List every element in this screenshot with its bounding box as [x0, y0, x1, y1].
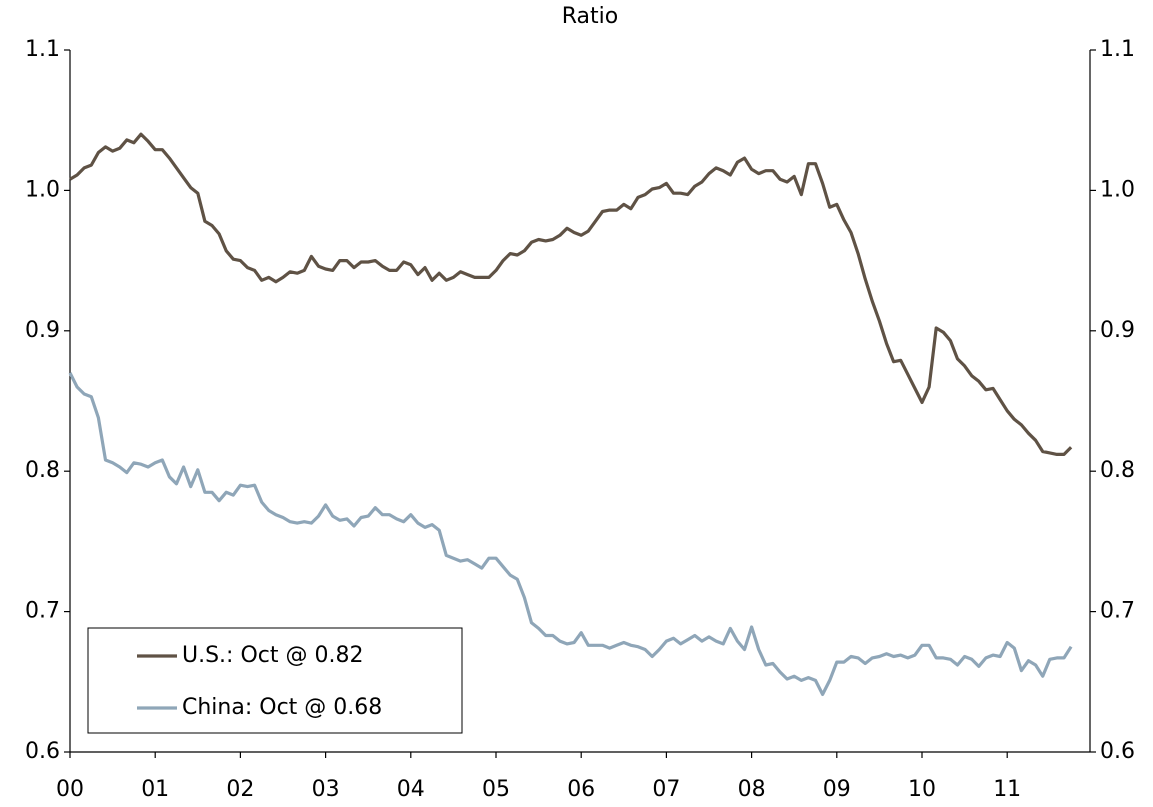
x-tick-label: 11	[993, 777, 1021, 802]
legend-box	[87, 627, 463, 734]
y2-tick-label: 1.0	[1100, 177, 1135, 202]
x-tick-label: 08	[738, 777, 766, 802]
x-tick-label: 09	[823, 777, 851, 802]
x-tick-label: 02	[226, 777, 254, 802]
line-series	[68, 372, 1073, 697]
y-tick-label: 0.6	[25, 739, 60, 764]
y2-tick-label: 0.9	[1100, 318, 1135, 343]
y2-tick-label: 0.8	[1100, 458, 1135, 483]
y-tick-label: 0.8	[25, 458, 60, 483]
x-tick-label: 01	[141, 777, 169, 802]
x-tick-label: 10	[908, 777, 936, 802]
x-tick-label: 05	[482, 777, 510, 802]
y-tick-label: 0.9	[25, 318, 60, 343]
legend-label: China: Oct @ 0.68	[182, 695, 382, 720]
legend-label: U.S.: Oct @ 0.82	[182, 643, 363, 668]
chart-title: Ratio	[562, 4, 618, 29]
x-tick-label: 07	[652, 777, 680, 802]
x-tick-label: 06	[567, 777, 595, 802]
x-tick-label: 00	[56, 777, 84, 802]
y-tick-label: 1.1	[25, 37, 60, 62]
y2-tick-label: 0.7	[1100, 599, 1135, 624]
y-tick-label: 1.0	[25, 177, 60, 202]
x-tick-label: 03	[312, 777, 340, 802]
y-tick-label: 0.7	[25, 599, 60, 624]
line-series	[69, 132, 1073, 456]
x-tick-label: 04	[397, 777, 425, 802]
y2-tick-label: 1.1	[1100, 37, 1135, 62]
y2-tick-label: 0.6	[1100, 739, 1135, 764]
